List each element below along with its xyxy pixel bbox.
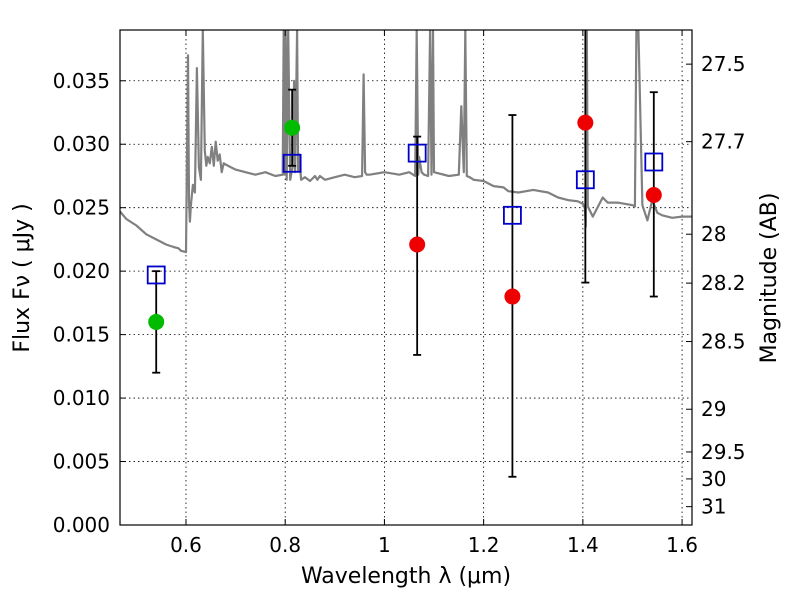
y2-tick-label: 28.5: [701, 330, 746, 354]
y-axis-title: Flux Fν ( μJy ): [10, 203, 35, 352]
low-significance-point: [504, 288, 521, 305]
y-tick-label: 0.010: [53, 386, 110, 410]
y-tick-label: 0.030: [53, 132, 110, 156]
x-tick-label: 1.6: [666, 533, 698, 557]
model-spectrum: [120, 30, 692, 254]
y-tick-label: 0.015: [53, 323, 110, 347]
y2-tick-label: 29.5: [701, 440, 746, 464]
axis-ticks: 0.6 0.8 1 1.2 1.4 1.6 0.000 0.005 0.010 0.015 0.02…: [53, 30, 746, 557]
y2-tick-label: 27.5: [701, 52, 746, 76]
x-tick-label: 1.4: [567, 533, 599, 557]
error-bar: [581, 30, 590, 284]
y-tick-label: 0.025: [53, 196, 110, 220]
y-tick-label: 0.035: [53, 69, 110, 93]
y2-tick-label: 29: [701, 397, 726, 421]
plot-frame: [119, 29, 693, 526]
y2-tick-label: 28.2: [701, 271, 746, 295]
y-tick-label: 0.020: [53, 259, 110, 283]
x-tick-label: 0.6: [170, 533, 202, 557]
model-point: [282, 153, 302, 173]
detection-point: [284, 119, 301, 136]
model-point: [503, 205, 522, 225]
low-significance-point: [577, 114, 594, 131]
low-significance-point: [645, 187, 662, 203]
x-tick-label: 0.8: [269, 533, 301, 557]
y-tick-label: 0.000: [53, 513, 110, 537]
y2-tick-label: 27.7: [701, 130, 746, 154]
y2-tick-label: 30: [701, 467, 726, 491]
model-point: [407, 143, 427, 163]
x-tick-label: 1.2: [468, 533, 500, 557]
model-point: [146, 265, 166, 285]
y2-axis-title: Magnitude (AB): [757, 193, 782, 364]
x-tick-label: 1: [378, 533, 391, 557]
y2-tick-label: 28: [701, 222, 726, 246]
y2-tick-label: 31: [701, 495, 726, 519]
spectrum-line: [120, 30, 692, 254]
x-axis-title: Wavelength λ (μm): [301, 564, 511, 589]
model-point: [644, 152, 664, 172]
y-tick-label: 0.005: [53, 450, 110, 474]
low-significance-point: [409, 236, 426, 253]
data-series: [146, 30, 664, 478]
detection-point: [148, 313, 165, 330]
model-point: [575, 170, 595, 190]
